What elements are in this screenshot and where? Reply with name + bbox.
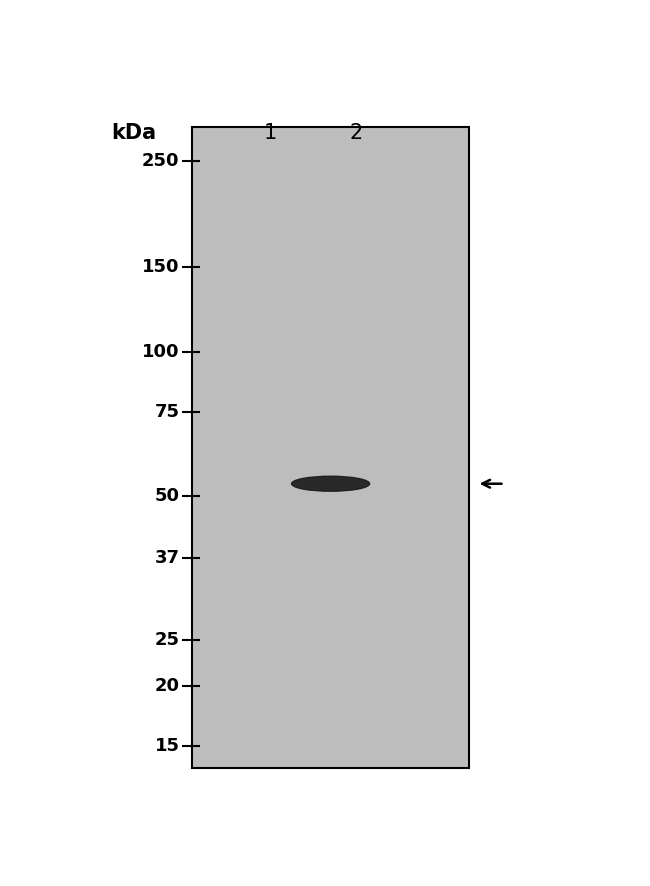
Text: 25: 25 [155, 631, 179, 649]
Ellipse shape [292, 476, 370, 491]
Text: 15: 15 [155, 737, 179, 755]
Text: kDa: kDa [112, 123, 157, 144]
Text: 100: 100 [142, 343, 179, 361]
Text: 2: 2 [349, 123, 363, 144]
Text: 1: 1 [263, 123, 277, 144]
Text: 250: 250 [142, 152, 179, 170]
Text: 37: 37 [155, 549, 179, 567]
Text: 150: 150 [142, 259, 179, 276]
Text: 20: 20 [155, 678, 179, 696]
Bar [192, 127, 469, 768]
Text: 50: 50 [155, 486, 179, 505]
Text: 75: 75 [155, 402, 179, 421]
